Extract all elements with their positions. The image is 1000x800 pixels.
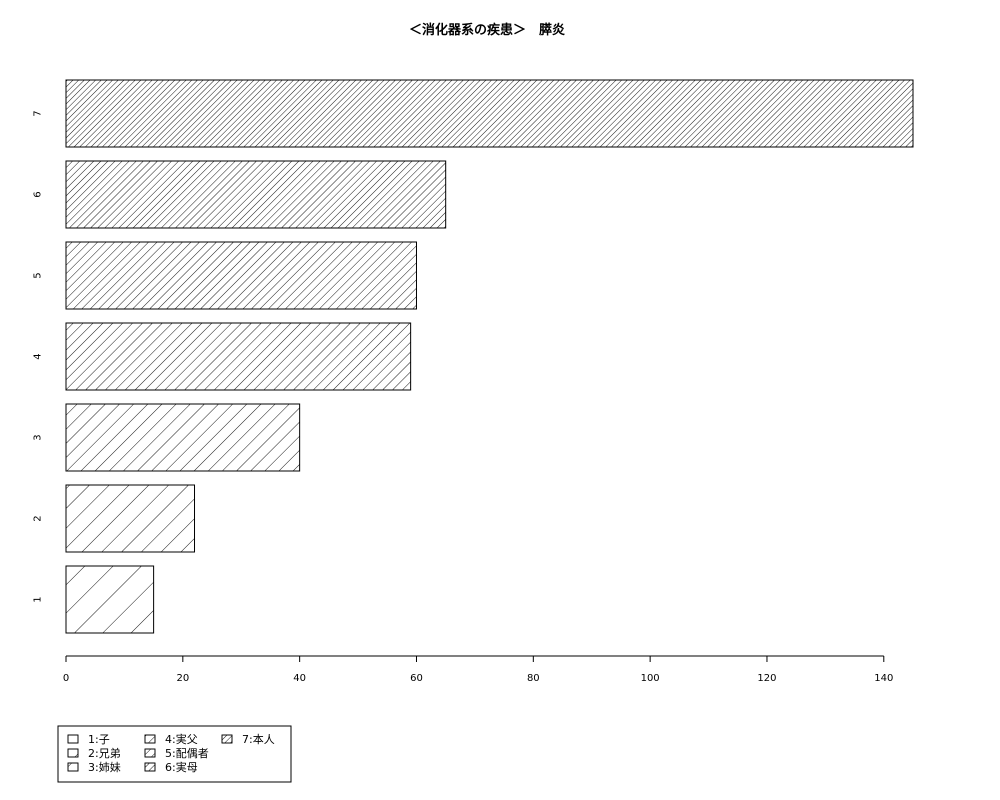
legend-label-3: 3:姉妹 [88, 760, 121, 774]
x-tick-label-100: 100 [641, 673, 660, 684]
legend-label-2: 2:兄弟 [88, 747, 121, 760]
legend-swatch-6 [144, 762, 156, 772]
y-tick-label-7: 7 [33, 110, 44, 116]
chart-title: ＜消化器系の疾患＞ 膵炎 [409, 22, 565, 38]
y-tick-label-5: 5 [33, 272, 44, 278]
legend-label-6: 6:実母 [165, 760, 198, 774]
legend-swatch-7 [221, 734, 233, 744]
y-tick-label-3: 3 [33, 434, 44, 440]
y-tick-label-1: 1 [33, 596, 44, 602]
x-tick-label-120: 120 [757, 673, 776, 684]
legend-label-1: 1:子 [88, 733, 110, 746]
y-tick-label-6: 6 [33, 191, 44, 197]
legend-label-5: 5:配偶者 [165, 747, 209, 760]
bar-6 [65, 160, 447, 229]
y-tick-label-4: 4 [33, 353, 44, 359]
legend-swatch-5 [144, 748, 156, 758]
x-tick-label-80: 80 [527, 673, 540, 684]
x-tick-label-60: 60 [410, 673, 423, 684]
y-axis-labels: 1 2 3 4 5 6 7 [33, 110, 44, 602]
legend-box [57, 725, 292, 783]
x-tick-label-0: 0 [63, 673, 69, 684]
legend-label-4: 4:実父 [165, 732, 198, 746]
bars-group [65, 79, 914, 634]
x-tick-label-20: 20 [176, 673, 189, 684]
x-axis: 0 20 40 60 80 100 120 140 [63, 655, 893, 684]
legend-label-7: 7:本人 [242, 732, 275, 746]
bar-4 [65, 322, 412, 391]
legend-swatch-4 [144, 734, 156, 744]
legend-swatch-1 [67, 734, 79, 744]
bar-7 [65, 79, 914, 148]
legend-swatch-3 [67, 762, 79, 772]
legend-swatch-2 [67, 748, 79, 758]
x-tick-label-40: 40 [293, 673, 306, 684]
bar-1 [65, 565, 155, 634]
bar-2 [65, 484, 196, 553]
bar-3 [65, 403, 301, 472]
x-tick-label-140: 140 [874, 673, 893, 684]
y-tick-label-2: 2 [33, 515, 44, 521]
bar-5 [65, 241, 417, 310]
